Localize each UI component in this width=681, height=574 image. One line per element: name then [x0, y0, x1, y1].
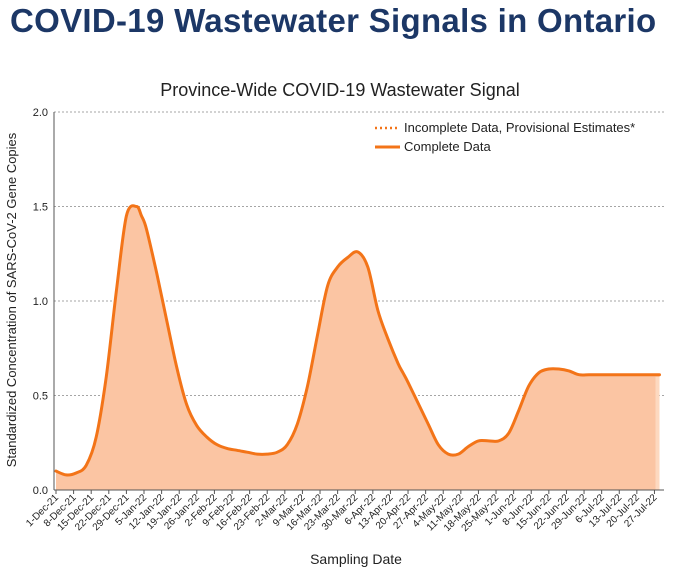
series-line-complete [54, 204, 661, 477]
legend-label-complete: Complete Data [404, 139, 491, 154]
y-tick-label: 0.5 [33, 391, 48, 403]
y-axis-label: Standardized Concentration of SARS-CoV-2… [4, 132, 19, 467]
legend-label-incomplete: Incomplete Data, Provisional Estimates* [404, 120, 635, 135]
area-layer [54, 204, 661, 491]
axes [53, 112, 664, 491]
area-fill-tail [655, 376, 660, 490]
y-tick-label: 0.0 [33, 485, 48, 497]
legend: Incomplete Data, Provisional Estimates* … [375, 120, 635, 154]
x-tick-labels: 1-Dec-218-Dec-2115-Dec-2122-Dec-2129-Dec… [24, 490, 660, 534]
chart-title: Province-Wide COVID-19 Wastewater Signal [160, 80, 519, 100]
y-tick-label: 1.5 [33, 202, 48, 214]
y-tick-label: 2.0 [33, 107, 48, 119]
y-tick-labels: 0.0 0.5 1.0 1.5 2.0 [33, 107, 48, 497]
page-title: COVID-19 Wastewater Signals in Ontario [10, 2, 657, 39]
x-axis-label: Sampling Date [310, 551, 402, 567]
y-tick-label: 1.0 [33, 296, 48, 308]
area-fill [56, 205, 660, 491]
